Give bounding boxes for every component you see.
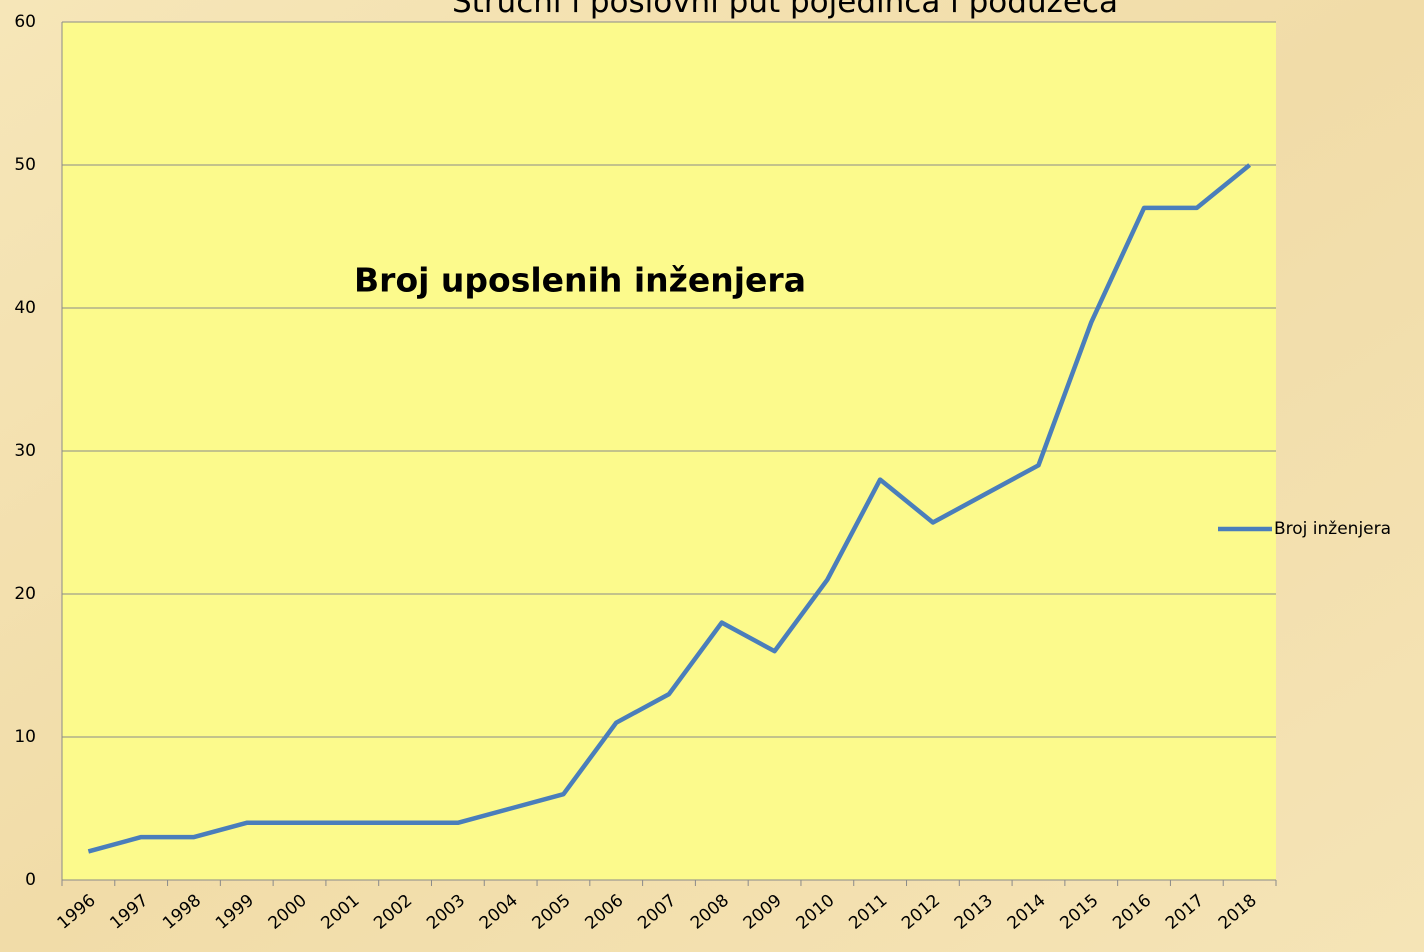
y-tick-label: 60 — [14, 12, 36, 32]
y-tick-label: 20 — [14, 584, 36, 604]
line-series — [87, 163, 1252, 854]
y-tick-label: 0 — [25, 870, 36, 890]
chart-title: Stručni i poslovni put pojedinca i poduz… — [452, 0, 1118, 20]
annotation: Broj uposlenih inženjera — [354, 261, 806, 300]
legend-label: Broj inženjera — [1274, 519, 1391, 539]
y-tick-label: 50 — [14, 155, 36, 175]
y-tick-label: 30 — [14, 441, 36, 461]
y-tick-label: 10 — [14, 727, 36, 747]
y-tick-label: 40 — [14, 298, 36, 318]
